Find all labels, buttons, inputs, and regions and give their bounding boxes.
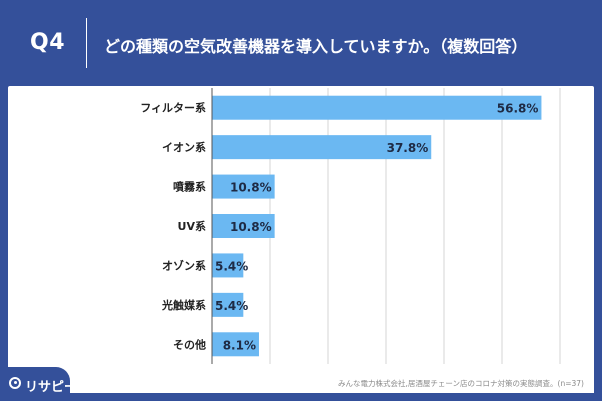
value-label: 37.8% xyxy=(387,141,429,155)
value-label: 5.4% xyxy=(215,259,248,273)
header-divider xyxy=(86,18,87,68)
bar xyxy=(212,95,542,120)
category-label: UV系 xyxy=(178,219,206,233)
value-label: 8.1% xyxy=(223,338,256,352)
value-label: 5.4% xyxy=(215,299,248,313)
value-label: 10.8% xyxy=(230,181,272,195)
bar xyxy=(212,214,275,238)
brand-logo-text: リサピー xyxy=(25,380,78,395)
speech-bubble-icon xyxy=(9,377,21,389)
bar xyxy=(212,332,259,357)
category-label: 光触媒系 xyxy=(161,298,206,312)
question-title: どの種類の空気改善機器を導入していますか。（複数回答） xyxy=(104,37,528,56)
value-label: 56.8% xyxy=(497,102,539,116)
category-label: フィルター系 xyxy=(140,101,206,115)
question-number: Q4 xyxy=(30,30,66,55)
bar xyxy=(212,135,432,160)
category-label: 噴霧系 xyxy=(173,180,206,194)
value-label: 10.8% xyxy=(230,220,272,234)
source-note: みんな電力株式会社,居酒屋チェーン店のコロナ対策の実態調査。(n=37) xyxy=(338,379,584,388)
bar-chart: フィルター系 56.8% イオン系 37.8% 噴霧系 10.8% UV系 10.8% オゾン系… xyxy=(140,88,561,364)
header: Q4 どの種類の空気改善機器を導入していますか。（複数回答） xyxy=(0,0,602,86)
category-label: その他 xyxy=(173,337,206,351)
bar xyxy=(212,174,275,199)
category-label: イオン系 xyxy=(162,140,206,154)
bar xyxy=(212,292,244,317)
brand-logo: リサピー xyxy=(0,367,77,401)
category-label: オゾン系 xyxy=(162,258,206,272)
bar xyxy=(212,253,244,278)
chart-panel: フィルター系 56.8% イオン系 37.8% 噴霧系 10.8% UV系 10.8% オゾン系… xyxy=(8,86,594,393)
